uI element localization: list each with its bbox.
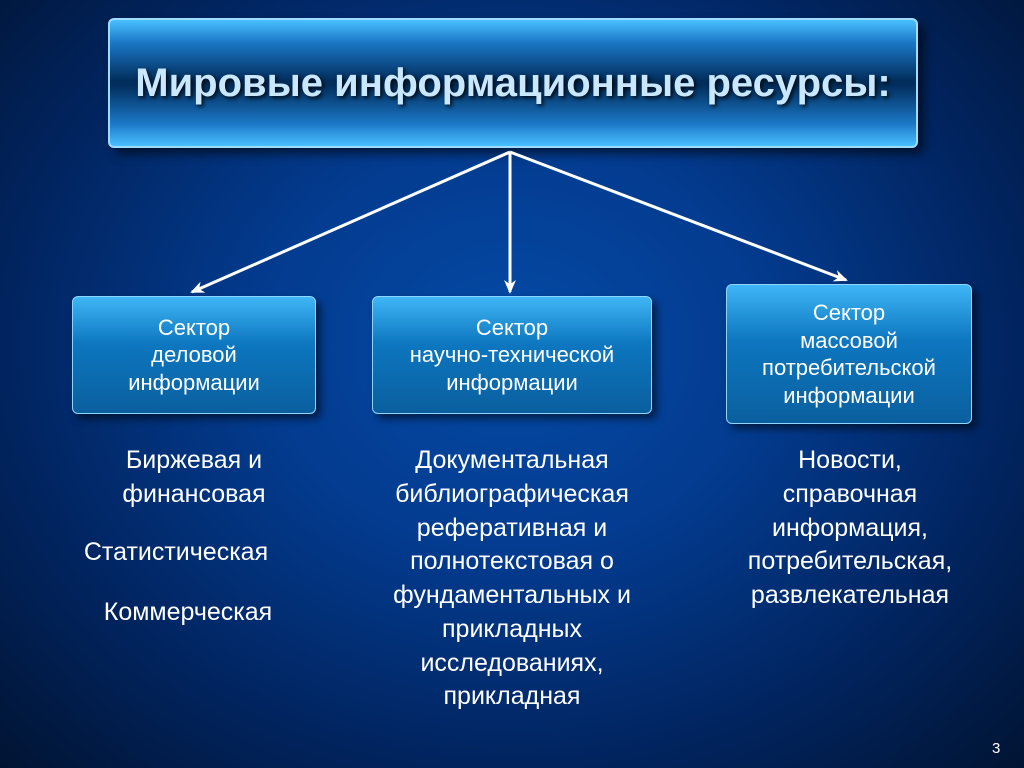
sector-scitech: Сектор научно-технической информации	[372, 296, 652, 414]
desc-business-3: Коммерческая	[72, 596, 304, 630]
desc-business-2: Статистическая	[60, 536, 292, 570]
arrow-0	[192, 152, 510, 292]
desc-business-1: Биржевая и финансовая	[78, 444, 310, 512]
arrow-2	[510, 152, 846, 280]
desc-consumer: Новости, справочная информация, потребит…	[720, 444, 980, 613]
sector-scitech-label: Сектор научно-технической информации	[402, 314, 622, 397]
sector-business: Сектор деловой информации	[72, 296, 316, 414]
title-box: Мировые информационные ресурсы:	[108, 18, 918, 148]
sector-consumer: Сектор массовой потребительской информац…	[726, 284, 972, 424]
page-number: 3	[992, 740, 1000, 757]
sector-business-label: Сектор деловой информации	[120, 314, 268, 397]
title-text: Мировые информационные ресурсы:	[115, 58, 911, 108]
sector-consumer-label: Сектор массовой потребительской информац…	[754, 299, 944, 409]
desc-scitech: Документальная библиографическая реферат…	[360, 444, 664, 714]
